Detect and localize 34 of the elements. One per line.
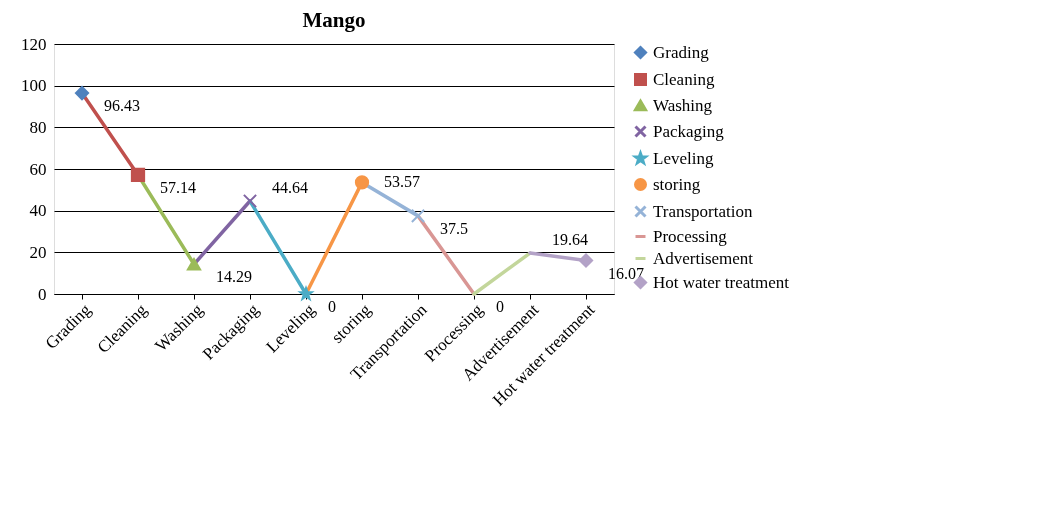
y-tick-label: 20 [29,242,47,262]
data-label: 44.64 [272,179,308,196]
y-tick-label: 0 [38,284,47,304]
y-tick-label: 100 [21,76,47,96]
point [410,208,426,223]
point [578,253,594,268]
y-tick-label: 40 [29,201,47,221]
legend-label: Advertisement [653,248,754,268]
point [242,193,258,209]
legend-label: Packaging [653,121,725,141]
data-label: 53.57 [384,173,420,191]
y-tick-label: 120 [21,34,47,54]
legend-label: Washing [653,95,713,115]
legend-label: storing [653,174,701,194]
data-label: 0 [328,298,336,315]
data-label: 57.14 [160,178,196,196]
data-label: 19.64 [552,231,588,249]
legend-label: Leveling [653,148,714,168]
legend-label: Grading [653,42,710,62]
data-label: 37.5 [440,219,468,237]
legend-label: Transportation [653,201,753,221]
legend-label: Processing [653,226,728,246]
data-label: 96.43 [104,97,140,115]
point [130,167,146,183]
chart-title: Mango [302,8,366,32]
point [299,286,313,300]
data-label: 14.29 [216,268,252,286]
y-tick-label: 60 [29,159,47,179]
y-tick-label: 80 [29,117,47,137]
point [354,175,370,190]
data-label: 16.07 [608,264,644,282]
legend-label: Cleaning [653,69,715,89]
point [74,85,90,101]
legend-label: Hot water treatment [653,272,790,292]
